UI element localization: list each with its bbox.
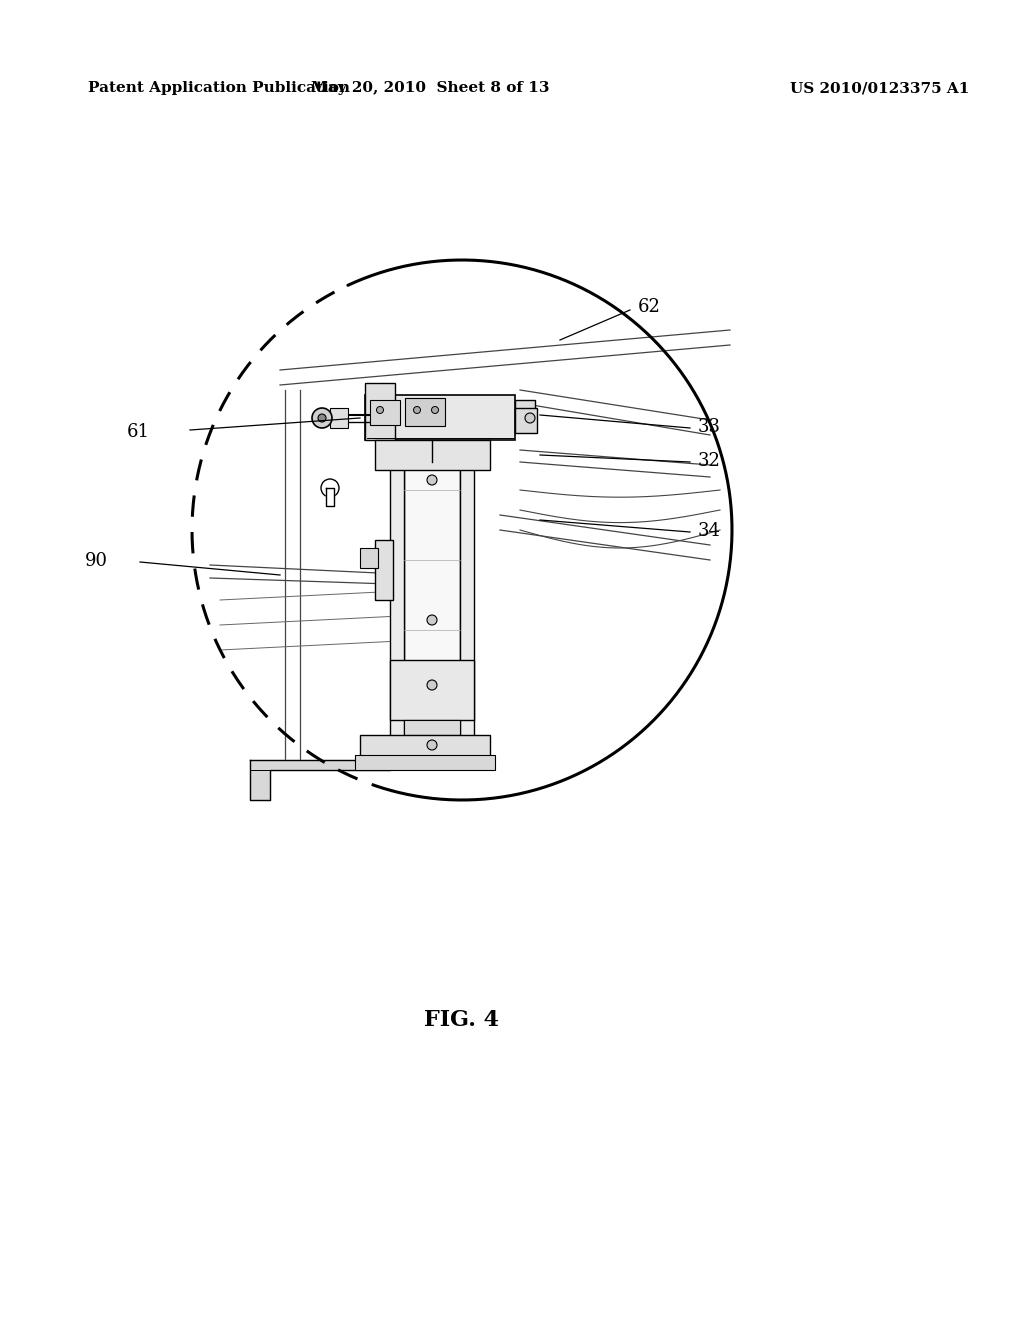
Bar — [375, 440, 490, 470]
Polygon shape — [250, 758, 390, 800]
Bar — [390, 430, 404, 760]
Circle shape — [377, 407, 384, 413]
Circle shape — [427, 741, 437, 750]
Circle shape — [427, 715, 437, 725]
Bar — [330, 408, 348, 428]
Text: 34: 34 — [698, 521, 721, 540]
Bar — [365, 383, 395, 440]
Bar — [370, 400, 400, 425]
Circle shape — [427, 615, 437, 624]
Text: FIG. 4: FIG. 4 — [425, 1008, 500, 1031]
Text: 33: 33 — [698, 418, 721, 436]
Text: May 20, 2010  Sheet 8 of 13: May 20, 2010 Sheet 8 of 13 — [310, 81, 549, 95]
Bar — [406, 399, 445, 426]
Circle shape — [414, 407, 421, 413]
Circle shape — [525, 413, 535, 422]
Bar — [515, 408, 537, 433]
Bar — [375, 540, 393, 601]
Circle shape — [431, 407, 438, 413]
Bar — [515, 400, 535, 430]
Text: 61: 61 — [127, 422, 150, 441]
Text: 62: 62 — [638, 298, 660, 315]
Bar — [404, 430, 460, 760]
Circle shape — [312, 408, 332, 428]
Text: 90: 90 — [85, 552, 108, 570]
Circle shape — [318, 414, 326, 422]
Text: Patent Application Publication: Patent Application Publication — [88, 81, 350, 95]
Polygon shape — [326, 488, 334, 506]
Circle shape — [321, 479, 339, 498]
Bar — [390, 660, 474, 719]
Circle shape — [427, 475, 437, 484]
Text: US 2010/0123375 A1: US 2010/0123375 A1 — [790, 81, 970, 95]
Text: 32: 32 — [698, 451, 721, 470]
Bar — [460, 430, 474, 760]
Bar — [360, 548, 378, 568]
Bar — [355, 755, 495, 770]
Bar — [365, 395, 515, 440]
Bar — [404, 719, 460, 735]
Bar — [360, 735, 490, 766]
Circle shape — [427, 680, 437, 690]
